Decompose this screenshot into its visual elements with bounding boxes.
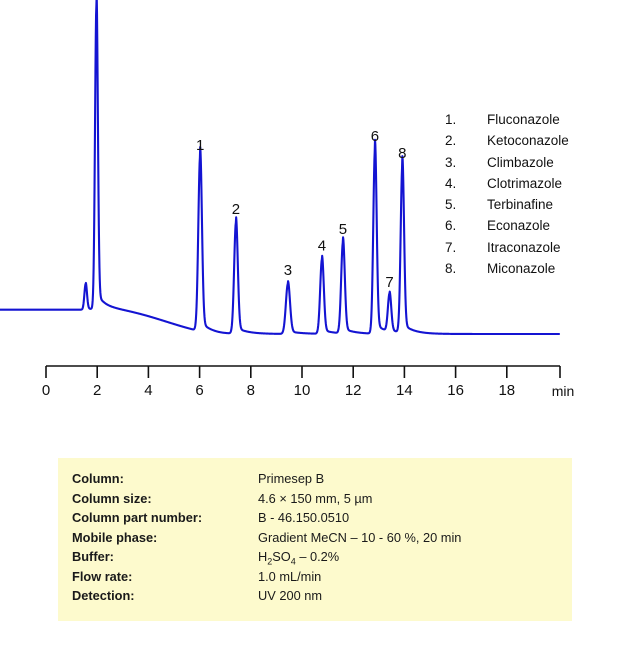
legend-item: 1. Fluconazole [441, 112, 621, 133]
legend-item-label: Miconazole [487, 261, 556, 277]
legend-item-label: Econazole [487, 218, 551, 234]
method-info-value: H2SO4 – 0.2% [258, 549, 340, 567]
method-info-value: Gradient MeCN – 10 - 60 %, 20 min [258, 529, 462, 545]
legend-item-number: 6. [445, 218, 457, 234]
method-info-label: Column: [72, 471, 124, 486]
axis-tick-label: 12 [345, 382, 362, 399]
method-info-label: Column part number: [72, 510, 203, 525]
method-info-value: 4.6 × 150 mm, 5 µm [258, 490, 373, 506]
axis-tick-label: 14 [396, 382, 413, 399]
peak-label: 6 [371, 128, 379, 145]
legend-item-label: Ketoconazole [487, 133, 569, 149]
legend-item-label: Clotrimazole [487, 175, 563, 191]
method-info-row: Buffer: H2SO4 – 0.2% [72, 547, 461, 567]
legend-item-number: 4. [445, 175, 457, 191]
legend-item: 7. Itraconazole [441, 240, 621, 261]
method-info-label: Column size: [72, 490, 152, 506]
peak-label: 8 [398, 145, 406, 162]
axis-unit-label: min [552, 383, 575, 399]
peak-label: 2 [232, 201, 240, 218]
legend-item-label: Itraconazole [487, 239, 561, 255]
method-info-value: UV 200 nm [258, 588, 323, 603]
legend-item: 2. Ketoconazole [441, 133, 621, 154]
method-info-row: Column size: 4.6 × 150 mm, 5 µm [72, 489, 461, 509]
legend-item-label: Fluconazole [487, 112, 560, 127]
axis-tick-label: 18 [498, 382, 515, 399]
method-info-box: Column: Primesep B Column size: 4.6 × 150 m… [58, 458, 572, 621]
method-info-value: 1.0 mL/min [258, 568, 322, 584]
trace-path [0, 0, 561, 336]
legend-item-number: 2. [445, 133, 457, 149]
chromatogram-trace [0, 0, 561, 336]
method-info-row: Detection: UV 200 nm [72, 586, 461, 606]
axis-tick-label: 4 [144, 382, 152, 399]
legend-item-label: Terbinafine [487, 197, 554, 213]
axis-tick-label: 2 [93, 382, 101, 399]
method-info-row: Mobile phase: Gradient MeCN – 10 - 60 %, … [72, 528, 461, 548]
legend-item-number: 7. [445, 239, 457, 255]
peak-labels: 1 2 3 45 6 7 8 [196, 128, 407, 291]
peak-label: 3 [284, 262, 292, 279]
axis-tick-label: 0 [42, 382, 50, 399]
legend-item-number: 3. [445, 154, 457, 170]
method-info-label: Buffer: [72, 549, 114, 564]
legend-item: 8. Miconazole [441, 261, 621, 282]
legend-item-label: Climbazole [487, 154, 554, 170]
legend-item-number: 1. [445, 112, 457, 127]
method-info-row: Flow rate: 1.0 mL/min [72, 567, 461, 587]
method-info-label: Flow rate: [72, 568, 133, 584]
method-info-table: Column: Primesep B Column size: 4.6 × 150 m… [72, 469, 461, 606]
legend-item: 5. Terbinafine [441, 197, 621, 218]
method-info-label: Detection: [72, 588, 135, 603]
time-axis: 0 2 4 6 8 10 12 14 16 18 min [42, 365, 575, 399]
method-info-label: Mobile phase: [72, 529, 158, 545]
peak-label: 5 [339, 221, 347, 238]
peak-label: 7 [385, 274, 393, 291]
legend-item: 4. Clotrimazole [441, 176, 621, 197]
axis-tick-label: 8 [247, 382, 255, 399]
method-info-value: B - 46.150.0510 [258, 510, 350, 525]
method-info-value: Primesep B [258, 471, 325, 486]
axis-tick-label: 6 [195, 382, 203, 399]
method-info-row: Column: Primesep B [72, 469, 461, 489]
legend-item: 3. Climbazole [441, 155, 621, 176]
peak-label: 4 [318, 238, 326, 255]
axis-tick-label: 10 [294, 382, 311, 399]
compound-legend: 1. Fluconazole 2. Ketoconazole 3. Climbazole 4… [441, 112, 621, 282]
method-info-row: Column part number: B - 46.150.0510 [72, 508, 461, 528]
peak-label: 1 [196, 137, 204, 154]
legend-item-number: 8. [445, 261, 457, 277]
legend-item-number: 5. [445, 197, 457, 213]
legend-item: 6. Econazole [441, 218, 621, 239]
axis-tick-label: 16 [447, 382, 464, 399]
